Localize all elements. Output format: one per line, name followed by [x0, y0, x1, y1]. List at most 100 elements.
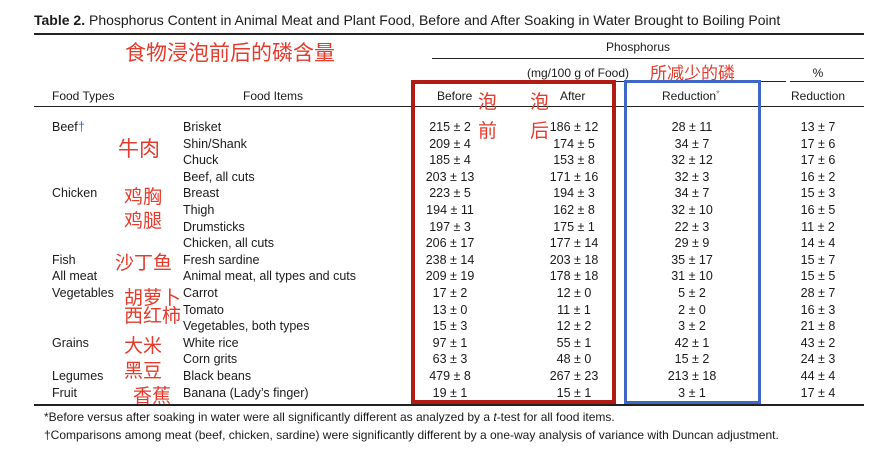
reduction-value-cell: 32 ± 10: [671, 203, 713, 217]
after-value-cell: 48 ± 0: [556, 352, 592, 367]
before-value-cell: 206 ± 17: [425, 236, 475, 251]
before-value-cell: 185 ± 4: [429, 153, 471, 168]
before-value-cell: 15 ± 3: [432, 319, 468, 334]
banana-annotation: 香蕉: [133, 385, 172, 407]
reduction-pct-cell: 17 ± 6: [800, 136, 836, 151]
after-value-cell: 15 ± 1: [556, 385, 592, 400]
header-reduction: Reduction*: [662, 89, 720, 103]
bottom-rule: [34, 404, 864, 406]
header-reduction-pct: Reduction: [790, 89, 846, 103]
after-value-cell: 12 ± 2: [556, 319, 592, 334]
before-value-cell: 19 ± 1: [432, 385, 468, 400]
table-title: Table 2. Phosphorus Content in Animal Me…: [34, 12, 780, 28]
reduction-pct-cell: 16 ± 5: [800, 203, 836, 217]
before-value-cell: 17 ± 2: [432, 286, 468, 300]
after-annotation: 后: [530, 120, 550, 142]
table-caption: Phosphorus Content in Animal Meat and Pl…: [88, 12, 781, 28]
food-item-cell: White rice: [183, 335, 239, 350]
soak-before-annotation: 泡: [478, 91, 498, 113]
food-item-cell: Beef, all cuts: [183, 169, 255, 184]
before-value-cell: 63 ± 3: [432, 352, 468, 367]
food-item-cell: Shin/Shank: [183, 136, 247, 151]
reduction-pct-cell: 15 ± 7: [800, 252, 836, 267]
reduction-value-cell: 42 ± 1: [674, 335, 710, 350]
reduction-pct-cell: 17 ± 6: [800, 153, 836, 168]
reduction-value-cell: 5 ± 2: [678, 286, 706, 300]
food-type-cell: Chicken: [52, 186, 98, 201]
reduction-pct-cell: 44 ± 4: [800, 369, 836, 383]
reduction-pct-cell: 16 ± 2: [800, 169, 836, 184]
food-type-cell: Fish: [52, 252, 76, 267]
food-item-cell: Fresh sardine: [183, 252, 260, 267]
reduction-value-cell: 32 ± 12: [671, 153, 713, 168]
food-type-cell: Beef: [52, 120, 78, 134]
food-item-cell: Thigh: [183, 203, 215, 217]
before-value-cell: 209 ± 19: [425, 269, 475, 284]
after-value-cell: 177 ± 14: [549, 236, 599, 251]
reduction-value-cell: 28 ± 11: [671, 120, 713, 134]
food-item-cell: Vegetables, both types: [183, 319, 310, 334]
footnote-significance: *Before versus after soaking in water we…: [44, 410, 615, 424]
before-value-cell: 97 ± 1: [432, 335, 468, 350]
reduction-pct-cell: 16 ± 3: [800, 302, 836, 317]
rice-annotation: 大米: [124, 335, 163, 357]
before-value-cell: 197 ± 3: [429, 219, 471, 234]
reduction-value-cell: 2 ± 0: [678, 302, 706, 317]
food-type-cell: Legumes: [52, 369, 104, 383]
after-value-cell: 55 ± 1: [556, 335, 592, 350]
before-value-cell: 223 ± 5: [429, 186, 471, 201]
table-label: Table 2.: [34, 12, 86, 28]
reduction-value-cell: 32 ± 3: [674, 169, 710, 184]
header-food-items: Food Items: [243, 89, 304, 103]
tomato-annotation: 西红柿: [124, 305, 182, 327]
after-value-cell: 267 ± 23: [549, 369, 599, 383]
before-value-cell: 194 ± 11: [426, 203, 474, 217]
soak-after-annotation: 泡: [530, 91, 550, 113]
title-annotation: 食物浸泡前后的磷含量: [125, 41, 335, 65]
top-rule: [34, 33, 864, 35]
food-item-cell: Chicken, all cuts: [183, 236, 275, 251]
before-value-cell: 479 ± 8: [429, 369, 471, 383]
reduction-value-cell: 22 ± 3: [674, 219, 710, 234]
after-value-cell: 174 ± 5: [553, 136, 595, 151]
food-item-cell: Breast: [183, 186, 220, 201]
before-value-cell: 215 ± 2: [429, 120, 471, 134]
food-item-cell: Black beans: [183, 369, 252, 383]
before-value-cell: 238 ± 14: [425, 252, 475, 267]
food-type-cell: Grains: [52, 335, 89, 350]
reduction-value-cell: 3 ± 2: [678, 319, 706, 334]
header-after: After: [560, 89, 586, 103]
reduction-pct-cell: 17 ± 4: [800, 385, 836, 400]
header-percent: %: [812, 66, 824, 80]
reduction-value-cell: 31 ± 10: [671, 269, 713, 284]
breast-annotation: 鸡胸: [124, 186, 163, 208]
reduction-pct-cell: 43 ± 2: [800, 335, 836, 350]
reduction-value-cell: 213 ± 18: [667, 369, 717, 383]
after-value-cell: 171 ± 16: [549, 169, 599, 184]
after-value-cell: 162 ± 8: [553, 203, 595, 217]
after-value-cell: 175 ± 1: [553, 219, 595, 234]
before-annotation: 前: [478, 120, 498, 142]
beef-annotation: 牛肉: [118, 137, 160, 161]
reduction-highlight-box: [624, 80, 761, 404]
after-value-cell: 186 ± 12: [549, 120, 599, 134]
header-food-types: Food Types: [52, 89, 115, 103]
reduction-value-cell: 34 ± 7: [674, 186, 710, 201]
reduction-value-cell: 34 ± 7: [674, 136, 710, 151]
reduction-pct-cell: 21 ± 8: [800, 319, 836, 334]
before-value-cell: 203 ± 13: [425, 169, 475, 184]
after-value-cell: 153 ± 8: [553, 153, 595, 168]
header-phosphorus: Phosphorus: [605, 40, 671, 54]
thigh-annotation: 鸡腿: [124, 210, 163, 232]
reduction-pct-cell: 15 ± 3: [800, 186, 836, 201]
food-item-cell: Carrot: [183, 286, 218, 300]
footnote-meat-comparison: †Comparisons among meat (beef, chicken, …: [44, 428, 779, 442]
carrot-annotation: 胡萝卜: [124, 287, 182, 309]
food-item-cell: Brisket: [183, 120, 222, 134]
reduction-pct-cell: 13 ± 7: [800, 120, 836, 134]
food-item-cell: Tomato: [183, 302, 224, 317]
reduction-value-cell: 29 ± 9: [674, 236, 710, 251]
reduction-value-cell: 3 ± 1: [678, 385, 706, 400]
food-item-cell: Banana (Lady’s finger): [183, 385, 309, 400]
before-after-highlight-box: [411, 80, 616, 404]
